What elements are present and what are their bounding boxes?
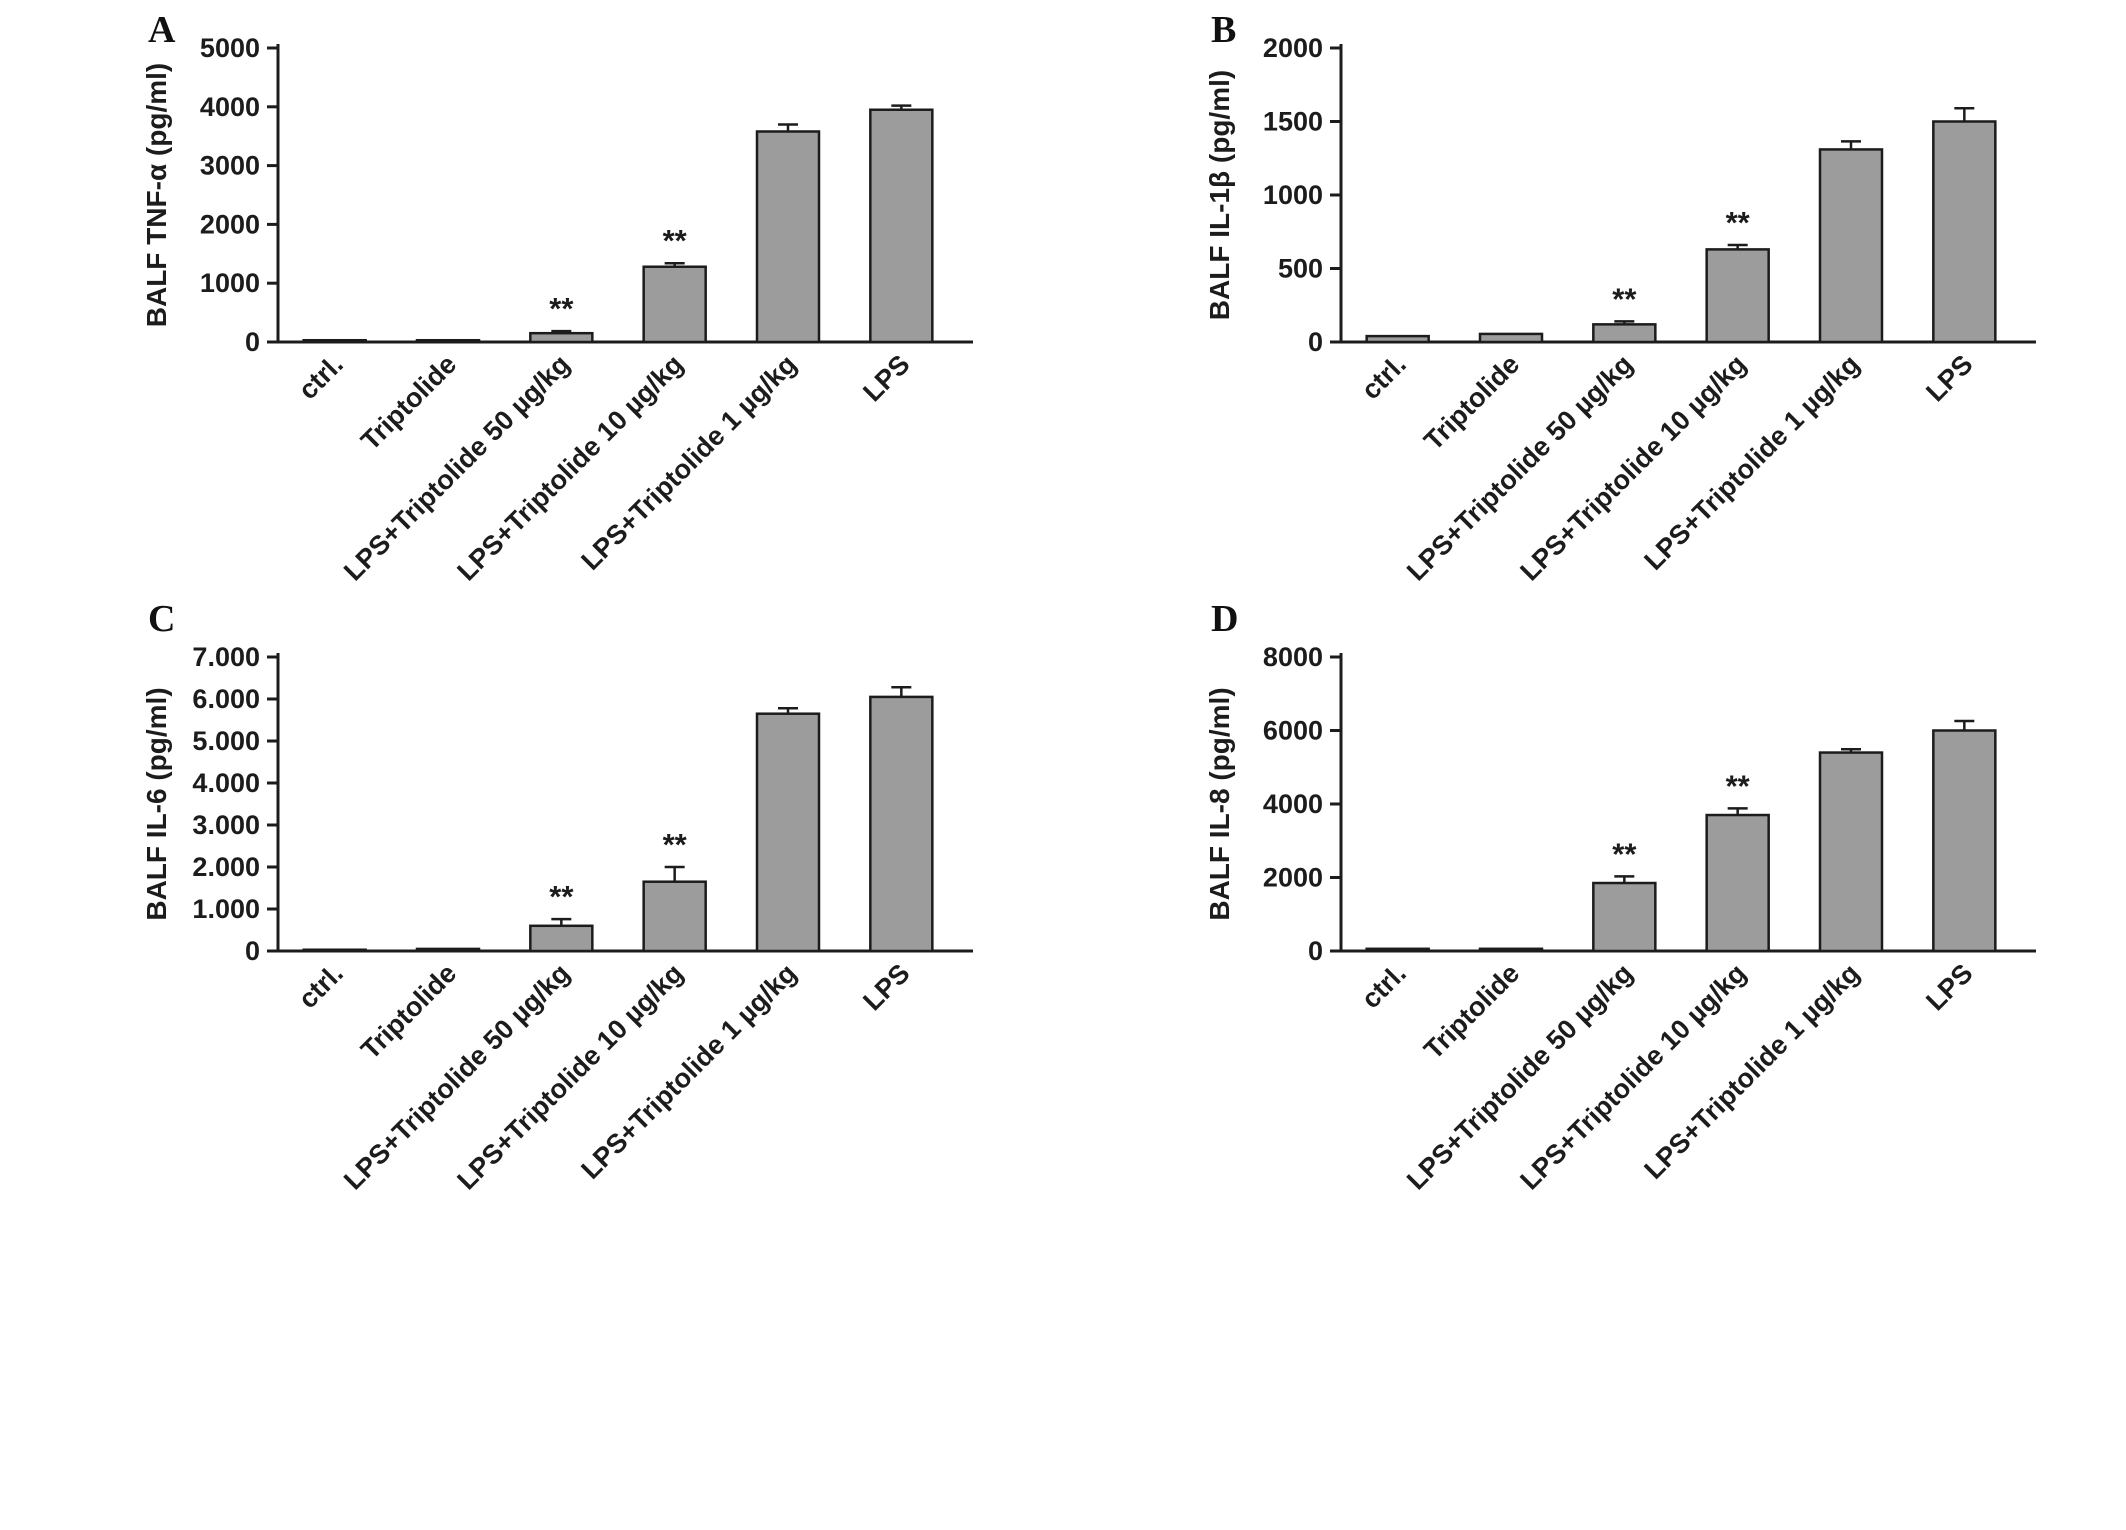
svg-text:6.000: 6.000 [192,684,260,714]
svg-text:Triptolide: Triptolide [355,958,462,1065]
svg-text:**: ** [1612,281,1637,316]
panel-letter-c: C [148,598,176,640]
svg-text:**: ** [1726,205,1751,240]
svg-text:1500: 1500 [1263,107,1323,137]
svg-text:Triptolide: Triptolide [1418,349,1525,456]
svg-text:LPS: LPS [1920,958,1978,1016]
svg-text:**: ** [549,291,574,326]
svg-text:BALF IL-8 (pg/ml): BALF IL-8 (pg/ml) [1204,687,1235,920]
svg-text:BALF IL-6 (pg/ml): BALF IL-6 (pg/ml) [141,687,172,920]
svg-text:4000: 4000 [1263,789,1323,819]
panel-b: B 0 500 1000 1500 2000 BALF IL-1β (pg/ml) ctrl… [1063,0,2126,595]
svg-text:ctrl.: ctrl. [1356,349,1412,405]
svg-text:5000: 5000 [200,33,260,63]
panel-c: C 0 1.000 2.000 3.000 4.000 5.000 6.000 7.000 BA… [0,595,1063,1530]
svg-text:LPS+Triptolide 50 µg/kg: LPS+Triptolide 50 µg/kg [1401,958,1638,1195]
panel-letter-a: A [148,9,176,51]
svg-text:3.000: 3.000 [192,810,260,840]
svg-text:0: 0 [1308,936,1323,966]
bar-chart-il1-beta: 0 500 1000 1500 2000 BALF IL-1β (pg/ml) ctrl. T… [1204,33,2036,587]
svg-text:LPS+Triptolide 10 µg/kg: LPS+Triptolide 10 µg/kg [451,958,688,1195]
svg-text:LPS: LPS [857,958,915,1016]
svg-text:ctrl.: ctrl. [293,349,349,405]
svg-text:BALF IL-1β (pg/ml): BALF IL-1β (pg/ml) [1204,70,1235,320]
svg-text:4.000: 4.000 [192,768,260,798]
svg-text:3000: 3000 [200,151,260,181]
svg-text:6000: 6000 [1263,716,1323,746]
svg-text:LPS+Triptolide 1 µg/kg: LPS+Triptolide 1 µg/kg [1638,958,1865,1185]
svg-text:LPS+Triptolide 50 µg/kg: LPS+Triptolide 50 µg/kg [1401,349,1638,586]
panel-letter-d: D [1211,598,1239,640]
svg-text:LPS+Triptolide 50 µg/kg: LPS+Triptolide 50 µg/kg [338,349,575,586]
svg-text:ctrl.: ctrl. [293,958,349,1014]
svg-text:LPS: LPS [857,349,915,407]
svg-text:1.000: 1.000 [192,894,260,924]
svg-text:LPS+Triptolide 1 µg/kg: LPS+Triptolide 1 µg/kg [575,958,802,1185]
svg-text:LPS+Triptolide 10 µg/kg: LPS+Triptolide 10 µg/kg [1514,958,1751,1195]
svg-text:LPS+Triptolide 1 µg/kg: LPS+Triptolide 1 µg/kg [575,349,802,576]
svg-text:2.000: 2.000 [192,852,260,882]
svg-text:LPS+Triptolide 1 µg/kg: LPS+Triptolide 1 µg/kg [1638,349,1865,576]
svg-text:ctrl.: ctrl. [1356,958,1412,1014]
svg-text:2000: 2000 [200,209,260,239]
svg-text:1000: 1000 [1263,180,1323,210]
panel-a: A 0 1000 2000 3000 4000 5000 BALF TNF-α (pg/ml… [0,0,1063,595]
svg-text:500: 500 [1278,254,1323,284]
svg-text:4000: 4000 [200,92,260,122]
svg-text:0: 0 [1308,327,1323,357]
svg-text:LPS+Triptolide 10 µg/kg: LPS+Triptolide 10 µg/kg [1514,349,1751,586]
svg-text:BALF TNF-α (pg/ml): BALF TNF-α (pg/ml) [141,63,172,327]
bar-chart-il6: 0 1.000 2.000 3.000 4.000 5.000 6.000 7.000 BALF… [141,642,973,1196]
svg-text:5.000: 5.000 [192,726,260,756]
svg-text:8000: 8000 [1263,642,1323,672]
svg-text:**: ** [663,223,688,258]
svg-text:1000: 1000 [200,268,260,298]
panel-letter-b: B [1211,9,1237,51]
svg-text:2000: 2000 [1263,863,1323,893]
svg-text:**: ** [1612,836,1637,871]
svg-text:2000: 2000 [1263,33,1323,63]
svg-text:**: ** [663,827,688,862]
svg-text:LPS+Triptolide 50 µg/kg: LPS+Triptolide 50 µg/kg [338,958,575,1195]
svg-text:Triptolide: Triptolide [1418,958,1525,1065]
svg-text:0: 0 [245,936,260,966]
svg-text:7.000: 7.000 [192,642,260,672]
svg-text:Triptolide: Triptolide [355,349,462,456]
svg-text:**: ** [549,879,574,914]
svg-text:**: ** [1726,768,1751,803]
bar-chart-tnf-alpha: 0 1000 2000 3000 4000 5000 BALF TNF-α (pg/ml) c… [141,33,973,587]
bar-chart-il8: 0 2000 4000 6000 8000 BALF IL-8 (pg/ml) ctrl. T… [1204,642,2036,1196]
svg-text:LPS: LPS [1920,349,1978,407]
panel-d: D 0 2000 4000 6000 8000 BALF IL-8 (pg/ml) ctrl… [1063,595,2126,1530]
svg-text:LPS+Triptolide 10 µg/kg: LPS+Triptolide 10 µg/kg [451,349,688,586]
svg-text:0: 0 [245,327,260,357]
